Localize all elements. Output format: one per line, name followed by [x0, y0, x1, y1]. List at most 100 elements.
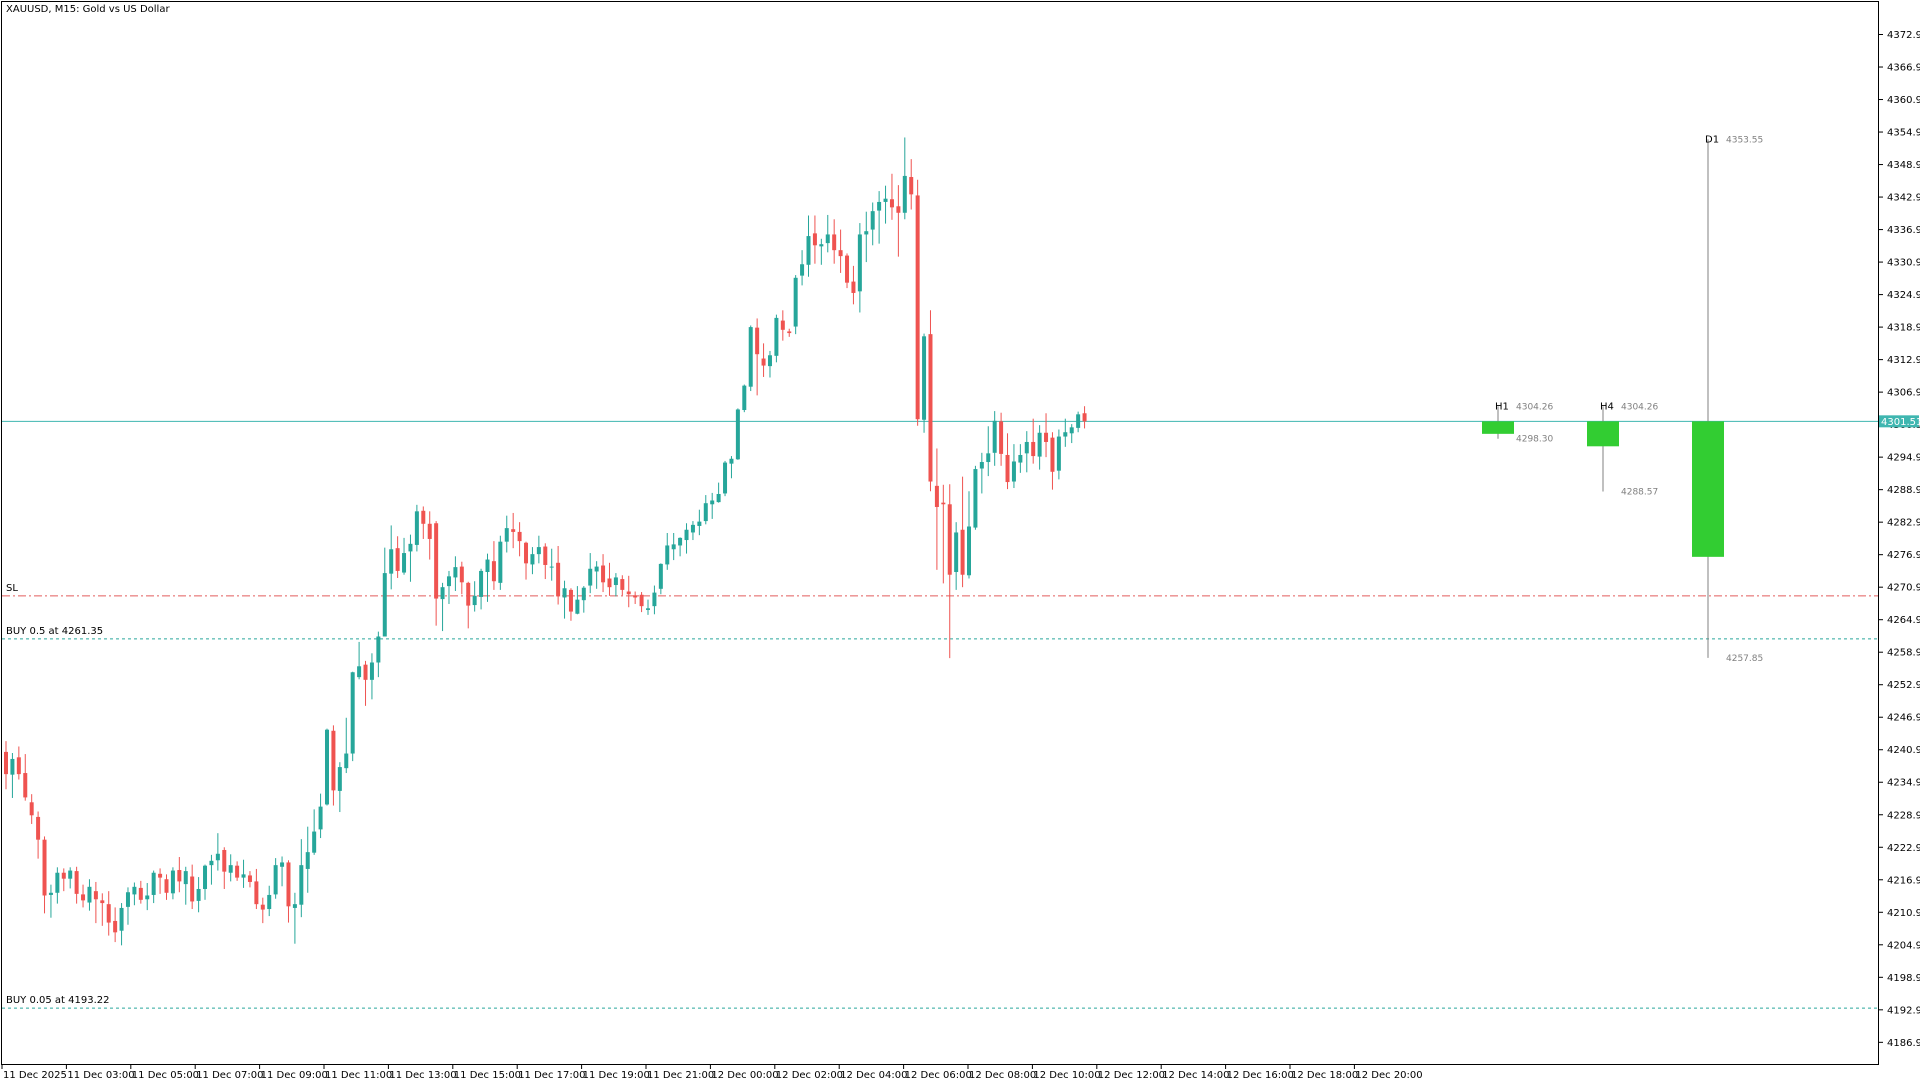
time-tick-label: 12 Dec 20:00 [1355, 1070, 1422, 1080]
candle-body [511, 529, 516, 532]
price-tick-label: 4270.90 [1887, 583, 1920, 594]
candle-body [1005, 454, 1010, 483]
candle [703, 495, 708, 525]
candle-body [1044, 432, 1049, 442]
candle [421, 506, 426, 539]
candle [742, 384, 747, 413]
candle-body [402, 553, 407, 573]
candle-body [196, 888, 201, 901]
candle-body [986, 453, 991, 463]
candle [280, 856, 285, 887]
candle-body [363, 664, 368, 680]
candle [61, 868, 66, 892]
time-tick-label: 12 Dec 10:00 [1033, 1070, 1100, 1080]
htf-low-label: 4298.30 [1516, 435, 1553, 445]
candle-body [883, 198, 888, 202]
htf-high-label: 4304.26 [1516, 402, 1553, 412]
candle [973, 465, 978, 530]
candle-body [851, 281, 856, 293]
candle-body [305, 852, 310, 869]
htf-name-label: D1 [1705, 134, 1719, 145]
candle [517, 522, 522, 557]
candle [190, 864, 195, 910]
candle-body [755, 327, 760, 355]
price-axis[interactable]: 4372.90 4366.90 4360.90 4354.90 4348.90 4342.… [1878, 30, 1920, 1049]
time-tick-label: 11 Dec 2025 [3, 1070, 67, 1080]
candle [453, 556, 458, 591]
candle [68, 867, 73, 889]
candle-body [973, 469, 978, 528]
candle-body [915, 195, 920, 420]
candle [620, 575, 625, 596]
candle-body [203, 865, 208, 889]
candle [922, 333, 927, 433]
price-tick-label: 4330.90 [1887, 258, 1920, 269]
candle [838, 229, 843, 273]
candle-body [1031, 441, 1036, 457]
candle [947, 484, 952, 659]
candle [870, 202, 875, 246]
candle-body [954, 532, 959, 573]
candle [511, 512, 516, 549]
candle-body [209, 860, 214, 866]
candle-body [408, 543, 413, 552]
candle [825, 214, 830, 253]
candle [729, 456, 734, 479]
candle [690, 521, 695, 541]
candle [761, 343, 766, 377]
candle-body [395, 548, 400, 571]
candle [504, 515, 509, 553]
candle [395, 536, 400, 578]
time-tick-label: 11 Dec 03:00 [67, 1070, 134, 1080]
candle [999, 412, 1004, 466]
candle-body [472, 595, 477, 606]
candle [260, 897, 265, 924]
time-tick-label: 12 Dec 00:00 [711, 1070, 778, 1080]
candle [145, 883, 150, 911]
price-tick-label: 4348.90 [1887, 160, 1920, 171]
candle [992, 411, 997, 466]
candle-body [735, 409, 740, 460]
candle-body [934, 485, 939, 507]
price-tick-label: 4354.90 [1887, 128, 1920, 139]
price-tick-label: 4372.90 [1887, 30, 1920, 41]
candle-body [960, 529, 965, 575]
candle [29, 794, 34, 824]
candle-body [665, 545, 670, 565]
candle [158, 868, 163, 894]
candle-body [684, 529, 689, 541]
price-tick-label: 4252.90 [1887, 680, 1920, 691]
candle-body [68, 870, 73, 879]
candle-body [530, 554, 535, 565]
candle-body [967, 526, 971, 576]
candle-body [280, 862, 285, 867]
candle-body [260, 904, 265, 910]
candle [331, 725, 336, 806]
candle-body [4, 751, 8, 775]
symbol-header: XAUUSD, M15: Gold vs US Dollar [6, 4, 170, 15]
candle [851, 265, 856, 305]
candle [716, 482, 721, 503]
candle [325, 728, 329, 806]
price-tick-label: 4210.90 [1887, 908, 1920, 919]
candle-body [723, 462, 728, 494]
candle-body [177, 870, 182, 882]
time-tick-label: 11 Dec 21:00 [647, 1070, 714, 1080]
candle-body [626, 591, 631, 595]
candle [543, 543, 548, 580]
candle [1018, 444, 1023, 473]
candle [787, 328, 792, 337]
candle-body [787, 331, 792, 334]
htf-candle-h1: H1 4304.26 4298.30 [1482, 401, 1553, 445]
candle [556, 546, 561, 605]
time-tick-label: 11 Dec 09:00 [261, 1070, 328, 1080]
candle [382, 547, 387, 637]
candle [427, 511, 432, 560]
candle [183, 866, 188, 905]
candle-body [703, 503, 708, 522]
candle-body [421, 510, 426, 524]
candle-body [42, 839, 47, 896]
